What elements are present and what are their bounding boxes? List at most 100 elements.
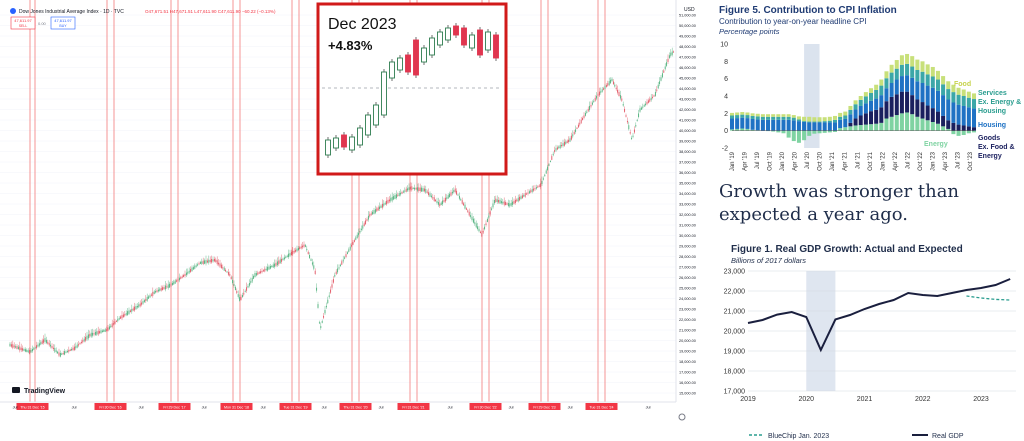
cpi-bar-segment xyxy=(874,84,879,90)
price-candle xyxy=(110,325,112,328)
price-candle xyxy=(191,267,193,272)
buy-button[interactable]: 47,611.97 BUY xyxy=(50,16,76,30)
cpi-bar-segment xyxy=(879,85,884,96)
price-candle xyxy=(89,333,91,337)
cpi-bar-segment xyxy=(863,103,868,114)
price-candle xyxy=(645,103,647,106)
price-candle xyxy=(369,214,371,217)
price-candle xyxy=(188,270,190,273)
price-axis[interactable]: 51,000.00 50,000.00 49,000.00 48,000.00 47,0… xyxy=(679,14,696,396)
price-candle xyxy=(642,106,644,108)
gear-icon[interactable] xyxy=(678,413,686,421)
price-candle xyxy=(236,291,238,293)
price-candle xyxy=(422,188,424,192)
year-end-marker-badge xyxy=(94,403,127,410)
price-candle xyxy=(563,141,565,146)
cpi-bar-segment xyxy=(791,130,796,142)
cpi-bar-segment xyxy=(791,120,796,131)
price-candle xyxy=(635,124,637,127)
price-candle xyxy=(176,280,178,282)
price-candle xyxy=(328,295,330,298)
price-tick-label: 33,000.00 xyxy=(679,203,696,207)
cpi-bar-segment xyxy=(766,119,771,131)
tradingview-logo[interactable]: TradingView xyxy=(12,387,66,395)
year-end-marker-badge xyxy=(469,403,502,410)
price-candle xyxy=(446,197,448,200)
gdp-figure: Figure 1. Real GDP Growth: Actual and Ex… xyxy=(724,244,1016,440)
price-candle xyxy=(96,331,98,335)
price-candle xyxy=(577,124,579,128)
price-candle xyxy=(398,193,400,196)
gdp-y-tick: 20,000 xyxy=(724,329,746,336)
cpi-bar-segment xyxy=(961,96,966,106)
price-candle xyxy=(590,105,592,107)
price-candle xyxy=(489,211,491,215)
price-candle xyxy=(22,348,24,351)
cpi-bar-segment xyxy=(729,129,735,131)
cpi-bar-segment xyxy=(848,105,853,110)
price-candle xyxy=(575,129,577,132)
price-candle xyxy=(24,349,26,352)
price-candle xyxy=(604,86,606,89)
djia-chart-panel[interactable]: Thu 31 Dec '15 Fri 30 Dec '16 Fri 29 Dec '… xyxy=(0,0,706,441)
price-candle xyxy=(664,66,666,70)
price-candle xyxy=(555,148,557,151)
time-axis[interactable]: Jul Jul Jul Jul Jul Jul Jul Jul Jul Jul Jul xyxy=(13,406,651,410)
cpi-bar-segment xyxy=(735,128,740,131)
price-candle xyxy=(283,257,285,260)
inset-candles xyxy=(325,23,499,158)
price-candle xyxy=(419,187,421,192)
year-end-marker-badge xyxy=(220,403,253,410)
price-candle xyxy=(204,260,206,264)
price-candle xyxy=(551,156,553,160)
price-candle xyxy=(576,127,578,129)
price-candle xyxy=(327,299,329,304)
cpi-bar-segment xyxy=(848,114,853,123)
price-candle xyxy=(443,200,445,202)
legend-services-2: Ex. Energy & xyxy=(978,99,1021,106)
cpi-bar-segment xyxy=(915,81,920,100)
price-candle xyxy=(92,332,94,336)
inset-candle xyxy=(341,134,347,148)
cpi-bar-segment xyxy=(910,77,915,96)
price-candle xyxy=(601,89,603,92)
cpi-bar-segment xyxy=(889,83,894,97)
cpi-bar-segment xyxy=(786,116,791,120)
price-candle xyxy=(387,199,389,204)
price-candle xyxy=(278,260,280,265)
price-candle xyxy=(54,347,56,352)
cpi-x-tick: Oct '21 xyxy=(868,151,874,170)
cpi-bar-segment xyxy=(848,109,853,115)
price-candle xyxy=(82,340,84,343)
cpi-bar-segment xyxy=(941,95,946,116)
cpi-bar-segment xyxy=(894,94,899,116)
price-tick-label: 48,000.00 xyxy=(679,45,696,49)
price-tick-label: 32,000.00 xyxy=(679,213,696,217)
symbol-title[interactable]: Dow Jones Industrial Average Index · 1D … xyxy=(19,9,124,15)
price-candle xyxy=(407,188,409,191)
cpi-bar-segment xyxy=(745,112,750,116)
sell-label: SELL xyxy=(19,24,28,28)
price-candle xyxy=(23,348,25,351)
price-candle xyxy=(603,88,605,90)
price-candle xyxy=(29,349,31,354)
price-tick-label: 39,000.00 xyxy=(679,140,696,144)
price-candle xyxy=(453,190,455,193)
sell-button[interactable]: 47,611.97 SELL xyxy=(10,16,36,30)
cpi-bar-segment xyxy=(796,116,801,120)
cpi-bar-segment xyxy=(894,79,899,95)
price-candle xyxy=(318,322,320,324)
price-tick-label: 44,000.00 xyxy=(679,87,696,91)
price-candle xyxy=(565,141,567,144)
cpi-bar-segment xyxy=(750,118,755,130)
cpi-bar-segment xyxy=(735,118,740,129)
cpi-bar-segment xyxy=(971,130,977,133)
price-candle xyxy=(671,51,673,55)
price-candle xyxy=(261,270,263,273)
cpi-y-tick: 8 xyxy=(724,59,728,66)
cpi-bar-segment xyxy=(869,100,874,112)
price-candle xyxy=(584,112,586,116)
price-candle xyxy=(367,215,369,220)
price-candle xyxy=(115,320,117,322)
price-candle xyxy=(338,267,340,269)
